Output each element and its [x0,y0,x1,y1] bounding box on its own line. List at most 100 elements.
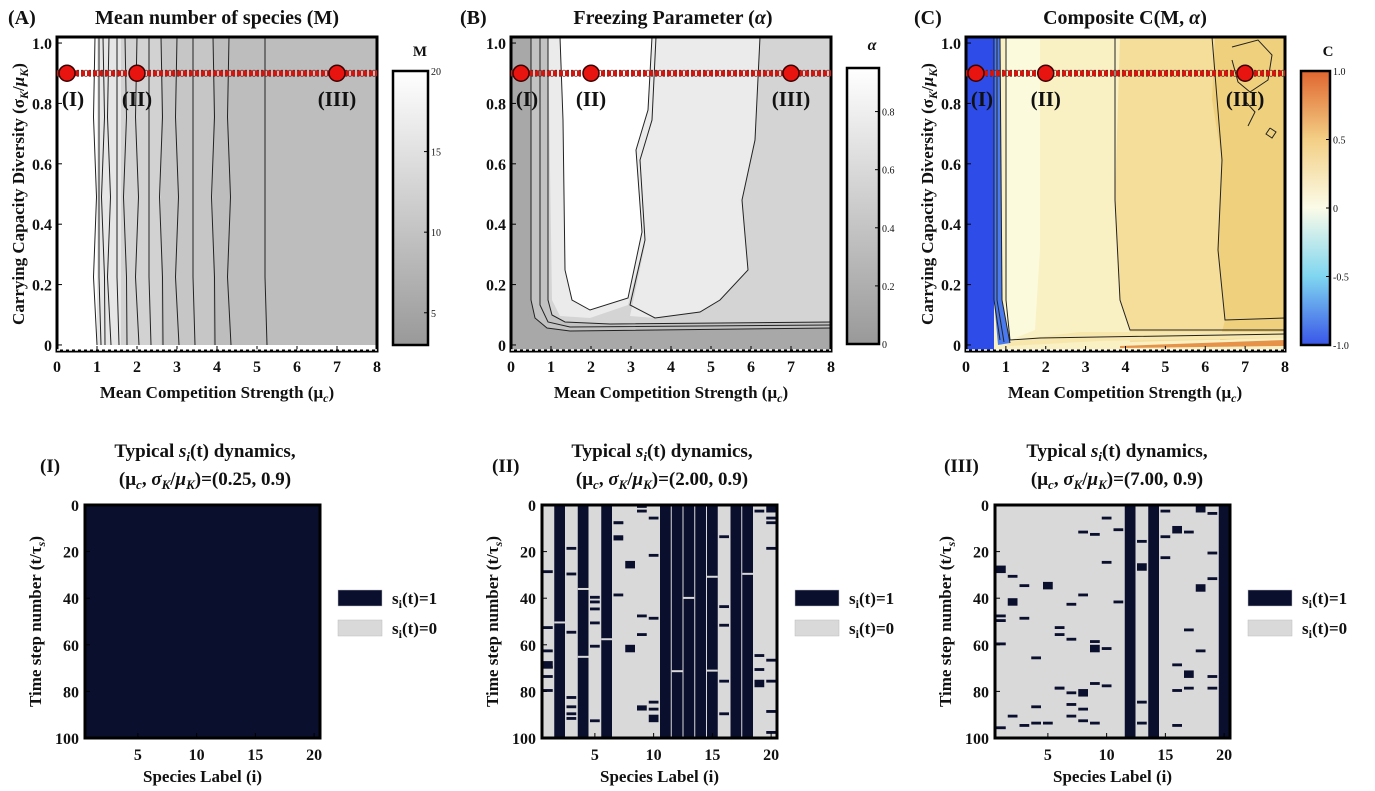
y-tick-label: 0 [528,498,536,515]
state-on-mark [1195,584,1206,592]
y-tick-label: 60 [63,638,79,655]
state-on-mark [1172,689,1182,692]
state-off-mark [683,596,695,599]
x-tick-label: 6 [1201,359,1209,376]
state-on-mark [590,621,600,625]
state-on-mark [1090,644,1100,653]
legend-label: si(t)=0 [849,619,894,641]
point-label: (I) [516,87,538,111]
colorbar-tick-label: -0.5 [1333,273,1349,284]
state-on-mark [719,623,729,627]
x-tick-label: 6 [293,359,301,376]
state-on-mark [754,654,765,657]
state-on-mark [1054,626,1065,629]
x-tick-label: 1 [93,359,101,376]
state-on-mark [566,705,577,709]
state-on-mark [1078,707,1088,711]
state-on-mark [996,726,1006,730]
y-tick-label: 100 [512,731,536,748]
dynamics-subtitle: (μc, σK/μK)=(2.00, 0.9) [576,469,748,492]
colorbar-tick-label: 10 [431,228,441,239]
y-tick-label: 0.6 [941,157,961,174]
state-on-mark [648,714,659,723]
x-tick-label: 15 [1157,747,1173,764]
dynamics-panel-label: (III) [944,456,979,477]
low-mu-region [57,37,97,351]
state-on-mark [1007,714,1018,718]
state-on-mark [613,593,624,597]
state-on-mark [590,595,600,599]
legend-swatch [1247,619,1293,637]
panel-c-ylabel: Carrying Capacity Diversity (σK/μK) [918,63,940,325]
panel-b-colorbar-ticks: 0.8 0.6 0.4 0.2 0 [875,108,895,351]
state-off-mark [707,575,718,578]
y-tick-label: 40 [63,591,79,608]
y-tick-label: 0.8 [941,96,961,113]
state-on-mark [1066,714,1077,718]
state-on-mark [719,605,729,609]
state-on-mark [1043,721,1053,725]
y-tick-label: 20 [973,545,989,562]
x-tick-label: 8 [373,359,381,376]
y-axis-label: Time step number (t/τs) [483,536,505,707]
x-tick-label: 7 [1241,359,1249,376]
state-on-mark [1184,670,1194,678]
state-on-mark [1101,560,1112,564]
state-on-mark [1078,689,1088,697]
panel-c-xlabel: Mean Competition Strength (μc) [1008,383,1242,405]
x-tick-label: 20 [763,747,779,764]
x-axis-label: Species Label (i) [600,767,719,786]
panel-a-xlabel: Mean Competition Strength (μc) [100,383,334,405]
state-on-mark [1207,675,1218,678]
state-on-mark [590,607,600,611]
x-tick-label: 6 [747,359,755,376]
state-on-mark [1007,598,1018,606]
state-on-mark [1054,633,1065,636]
state-on-mark [996,642,1006,646]
panel-b-axes: 0 1 2 3 4 5 6 7 8 0 0.2 0.4 0.6 0.8 1.0 [486,36,835,376]
x-tick-label: 3 [173,359,181,376]
species-column-on [577,505,589,738]
state-on-mark [590,719,600,723]
state-on-mark [1066,691,1077,695]
species-column-on [730,505,742,738]
y-tick-label: 20 [63,545,79,562]
state-on-mark [1195,649,1206,653]
panel-c-far-right-region [1212,37,1285,340]
panel-b-white-region [560,37,652,310]
state-on-mark [1137,721,1147,725]
state-off-mark [707,669,718,672]
state-on-mark [543,570,553,574]
state-on-mark [1160,509,1171,513]
panel-c-blue-edge [994,37,1010,345]
legend-label: si(t)=1 [1302,589,1347,611]
point-marker [582,64,600,82]
state-on-mark [637,614,647,618]
panel-c-label: (C) [914,7,942,29]
x-tick-label: 20 [306,747,322,764]
state-on-mark [613,521,624,525]
x-tick-label: 2 [1042,359,1050,376]
transition-region [161,37,213,351]
panel-a-colorbar-label: M [413,44,427,60]
x-tick-label: 15 [704,747,720,764]
state-on-mark [1078,593,1088,597]
state-on-mark [719,712,729,716]
y-tick-label: 0.6 [486,157,506,174]
colorbar-tick-label: -1.0 [1333,341,1349,352]
state-on-mark [1031,656,1041,660]
species-column-on [683,505,695,738]
state-on-mark [1195,505,1206,513]
state-off-mark [554,621,565,624]
dynamics-subtitle: (μc, σK/μK)=(0.25, 0.9) [119,469,291,492]
dynamics-panel-label: (II) [492,456,519,477]
state-on-mark [1066,637,1077,641]
panel-c-left-blue [966,37,994,351]
legend-swatch [337,619,383,637]
y-tick-label: 40 [973,591,989,608]
x-tick-label: 4 [1122,359,1130,376]
state-on-mark [1113,528,1124,532]
point-marker [128,64,146,82]
state-on-block [85,505,320,738]
panel-b-label: (B) [460,7,487,29]
